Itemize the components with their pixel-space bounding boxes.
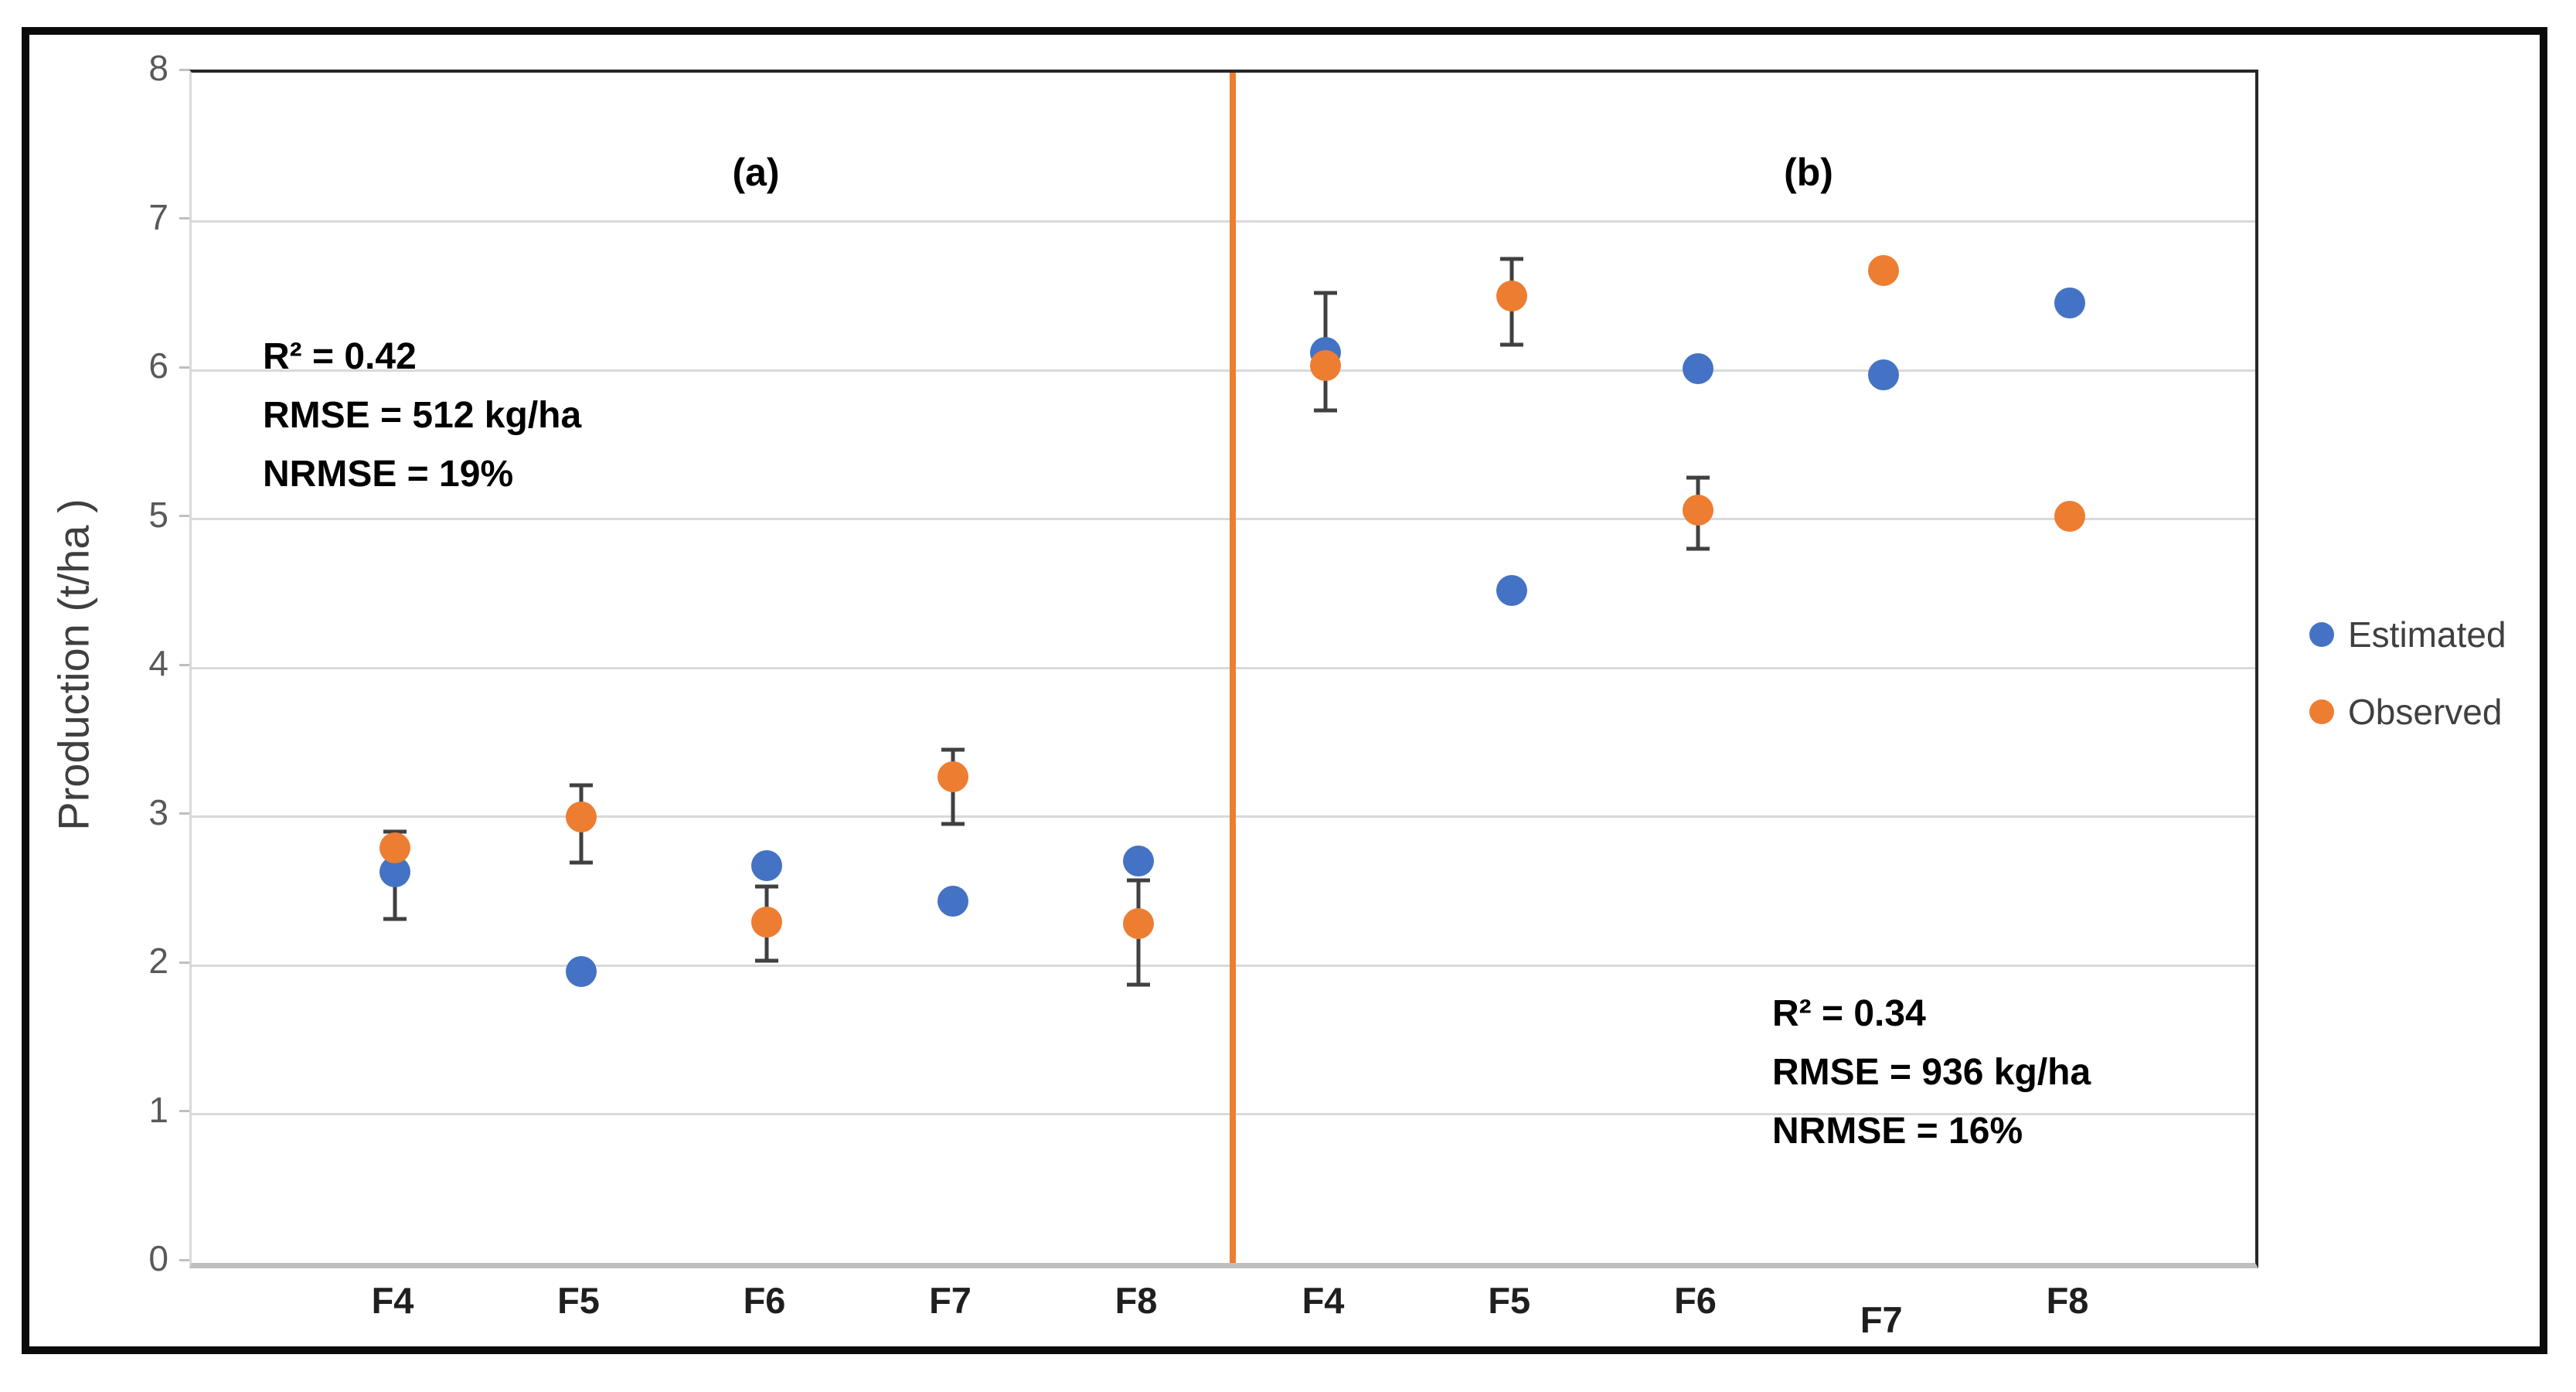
error-bar-cap-top-F5: [569, 783, 593, 788]
error-bar-cap-bottom-F5: [569, 860, 593, 865]
observed-point-b-F5: [1496, 280, 1527, 311]
panel-b-stats: R² = 0.34 RMSE = 936 kg/ha NRMSE = 16%: [1772, 985, 2091, 1161]
data-marks-layer: [192, 73, 2255, 1263]
error-bar-cap-top-F6: [1686, 475, 1710, 480]
legend-label-estimated: Estimated: [2348, 614, 2506, 655]
y-tick-mark-4: [179, 663, 190, 666]
observed-point-b-F4: [1310, 350, 1341, 382]
estimated-point-a-F6: [751, 850, 782, 882]
gridline-y-5: [192, 518, 2255, 520]
observed-legend-dot-icon: [2309, 699, 2334, 724]
panel-a-stat-rmse: RMSE = 512 kg/ha: [263, 395, 582, 436]
y-tick-mark-3: [179, 812, 190, 815]
estimated-point-a-F5: [565, 955, 597, 987]
error-bar-cap-top-F4: [1314, 291, 1337, 295]
y-tick-label-3: 3: [148, 791, 168, 832]
gridline-y-3: [192, 815, 2255, 818]
estimated-point-a-F7: [937, 886, 968, 917]
gridline-y-2: [192, 964, 2255, 967]
error-bar-cap-bottom-F5: [1499, 342, 1523, 347]
error-bar-cap-top-F6: [755, 884, 778, 889]
y-tick-mark-0: [179, 1258, 190, 1261]
x-tick-label-b-F5: F5: [1488, 1280, 1531, 1321]
y-tick-label-6: 6: [148, 345, 168, 386]
observed-point-a-F7: [937, 761, 968, 792]
panel-a-label: (a): [732, 151, 780, 194]
legend-label-observed: Observed: [2348, 692, 2503, 732]
estimated-point-b-F6: [1682, 353, 1713, 385]
y-tick-mark-1: [179, 1110, 190, 1112]
legend-item-estimated: Estimated: [2309, 614, 2506, 655]
observed-point-b-F8: [2054, 500, 2085, 532]
x-tick-label-b-F4: F4: [1302, 1280, 1345, 1321]
x-tick-label-a-F6: F6: [743, 1280, 786, 1321]
x-tick-label-a-F7: F7: [929, 1280, 972, 1321]
observed-point-a-F5: [565, 801, 597, 832]
y-tick-label-8: 8: [148, 48, 168, 88]
y-tick-mark-7: [179, 217, 190, 220]
figure-frame: [22, 27, 2547, 1354]
error-bar-cap-top-F4: [383, 829, 407, 834]
panel-a-stats: R² = 0.42 RMSE = 512 kg/ha NRMSE = 19%: [263, 328, 581, 504]
error-bar-cap-bottom-F4: [383, 917, 407, 921]
panel-a-stat-nrmse: NRMSE = 19%: [263, 454, 514, 495]
y-tick-mark-6: [179, 366, 190, 369]
y-tick-mark-5: [179, 515, 190, 517]
panel-b-stat-rmse: RMSE = 936 kg/ha: [1772, 1052, 2091, 1093]
x-tick-label-a-F4: F4: [371, 1280, 414, 1321]
x-tick-label-b-F7: F7: [1860, 1299, 1903, 1340]
error-bar-cap-bottom-F4: [1314, 408, 1337, 413]
panel-b-stat-nrmse: NRMSE = 16%: [1772, 1111, 2023, 1152]
observed-point-b-F6: [1682, 494, 1713, 526]
x-tick-label-b-F8: F8: [2046, 1280, 2089, 1321]
observed-point-a-F6: [751, 907, 782, 938]
observed-point-a-F8: [1123, 908, 1154, 940]
error-bar-cap-bottom-F7: [941, 822, 965, 826]
estimated-point-b-F8: [2054, 288, 2085, 319]
observed-point-a-F4: [379, 832, 410, 863]
error-bar-cap-top-F8: [1127, 878, 1150, 883]
gridline-y-6: [192, 369, 2255, 372]
x-tick-label-a-F5: F5: [557, 1280, 600, 1321]
error-bar-cap-top-F5: [1499, 257, 1523, 261]
panel-divider-line: [1230, 73, 1236, 1263]
y-tick-mark-8: [179, 68, 190, 71]
y-tick-label-4: 4: [148, 643, 168, 683]
panel-b-stat-r2: R² = 0.34: [1772, 993, 1926, 1034]
error-bar-cap-bottom-F6: [755, 958, 778, 963]
y-tick-label-5: 5: [148, 494, 168, 535]
x-tick-label-a-F8: F8: [1114, 1280, 1158, 1321]
estimated-point-b-F7: [1868, 359, 1900, 390]
panel-b-label: (b): [1784, 151, 1833, 194]
estimated-point-b-F5: [1496, 574, 1527, 606]
y-tick-label-0: 0: [148, 1238, 168, 1278]
error-bar-cap-top-F7: [941, 747, 965, 752]
y-tick-label-7: 7: [148, 196, 168, 237]
panel-a-stat-r2: R² = 0.42: [263, 336, 417, 377]
plot-area: (a) (b) R² = 0.42 RMSE = 512 kg/ha NRMSE…: [189, 70, 2258, 1268]
estimated-legend-dot-icon: [2309, 622, 2334, 647]
observed-point-b-F7: [1868, 255, 1900, 287]
error-bar-cap-bottom-F6: [1686, 546, 1710, 551]
y-tick-label-1: 1: [148, 1089, 168, 1130]
estimated-point-a-F8: [1123, 846, 1154, 877]
gridline-layer: [192, 73, 2255, 1263]
x-tick-label-b-F6: F6: [1674, 1280, 1717, 1321]
error-bar-cap-bottom-F8: [1127, 982, 1150, 987]
y-tick-label-2: 2: [148, 941, 168, 981]
legend-item-observed: Observed: [2309, 692, 2503, 732]
gridline-y-7: [192, 220, 2255, 223]
gridline-y-1: [192, 1113, 2255, 1115]
y-tick-mark-2: [179, 961, 190, 964]
gridline-y-4: [192, 666, 2255, 669]
